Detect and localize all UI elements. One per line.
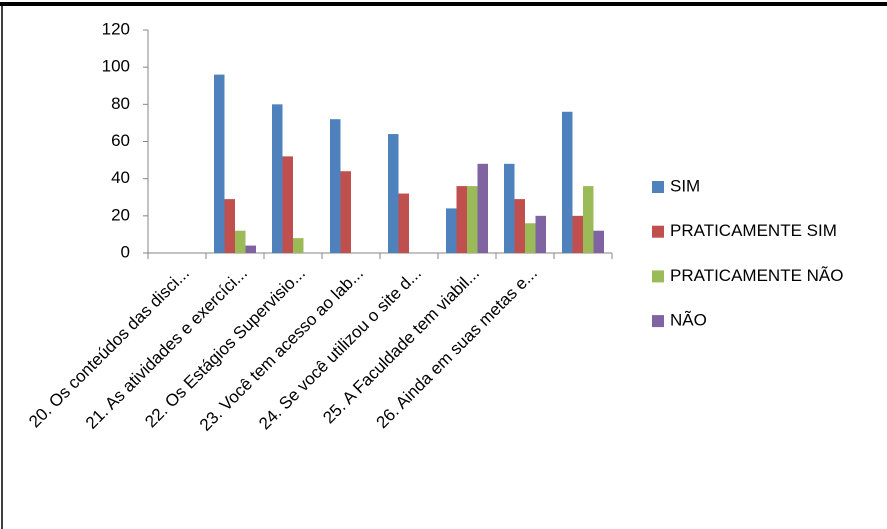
bar — [245, 245, 256, 253]
y-tick-label: 20 — [111, 205, 130, 224]
bar — [477, 163, 488, 253]
bar — [388, 134, 399, 253]
bar — [224, 199, 235, 253]
y-tick-label: 100 — [102, 57, 130, 76]
legend-label: NÃO — [670, 311, 707, 330]
bar — [572, 215, 583, 253]
y-tick-label: 0 — [121, 242, 130, 261]
bar — [514, 199, 525, 253]
bar — [562, 111, 573, 254]
bar — [525, 223, 536, 253]
bar — [282, 156, 293, 253]
bar — [583, 186, 594, 253]
y-tick-label: 40 — [111, 168, 130, 187]
y-tick-label: 60 — [111, 131, 130, 150]
legend-swatch — [652, 270, 664, 283]
y-tick-label: 80 — [111, 94, 130, 113]
bar — [398, 193, 409, 253]
bar — [535, 215, 546, 253]
bar — [272, 104, 283, 253]
bar — [504, 163, 515, 253]
y-tick-label: 120 — [102, 19, 130, 38]
bar — [214, 74, 225, 253]
legend-label: SIM — [670, 176, 700, 195]
bar — [340, 171, 351, 253]
bar — [467, 186, 478, 253]
legend-label: PRATICAMENTE NÃO — [670, 266, 843, 285]
bar — [446, 208, 457, 253]
bar — [456, 186, 467, 253]
legend-swatch — [652, 181, 664, 193]
legend-label: PRATICAMENTE SIM — [670, 221, 837, 240]
bar — [293, 238, 304, 253]
legend-swatch — [652, 315, 664, 328]
bar — [593, 230, 604, 253]
legend-swatch — [652, 225, 664, 238]
bar — [330, 119, 341, 253]
bar — [235, 230, 246, 253]
